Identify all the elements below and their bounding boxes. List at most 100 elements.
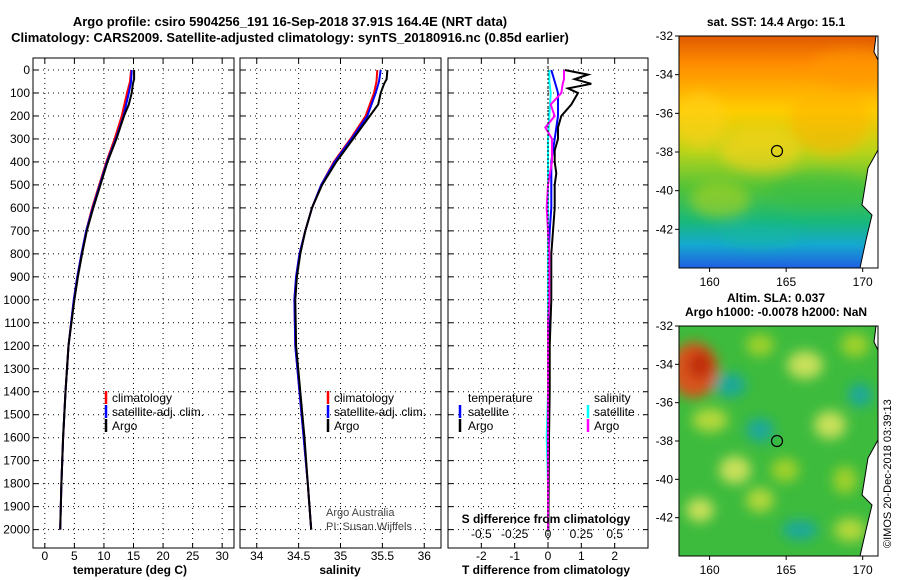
difference-legend: temperature satellite Argo salinity sate…: [458, 391, 635, 433]
temperature-legend: climatology satellite-adj. clim. Argo: [104, 391, 204, 433]
series-line-s-argo: [544, 70, 565, 530]
xtick-label: 0: [41, 549, 48, 563]
credit-org: Argo Australia: [326, 507, 395, 519]
ytick-label: 1800: [3, 477, 30, 491]
map-ytick-label: -38: [656, 434, 674, 448]
xtick-label: 15: [127, 549, 141, 563]
xtick-label: 34.5: [287, 549, 311, 563]
sla-map-subtitle: Argo h1000: -0.0078 h2000: NaN: [685, 305, 867, 319]
xtick-label: -1: [509, 549, 520, 563]
legend-title-temperature: temperature: [468, 391, 533, 405]
xtick-label: 10: [97, 549, 111, 563]
ytick-label: 1000: [3, 293, 30, 307]
map-ytick-label: -34: [656, 357, 674, 371]
map-xtick-label: 160: [700, 563, 720, 577]
map-ytick-label: -40: [656, 472, 674, 486]
map-xtick-label: 170: [853, 563, 873, 577]
sla-map-image: [679, 326, 878, 556]
legend-label-t-argo: Argo: [468, 419, 494, 433]
salinity-legend: climatology satellite-adj. clim. Argo: [326, 391, 426, 433]
imos-stamp: ©IMOS 20-Dec-2018 03:39:13: [882, 399, 894, 548]
credit-pi: PI: Susan Wijffels: [326, 521, 412, 533]
series-line-satellite-adj-clim-: [59, 69, 133, 530]
salinity-xlabel: salinity: [319, 563, 361, 577]
ytick-label: 0: [23, 63, 30, 77]
xtick-label: 36: [418, 549, 432, 563]
xtick-label: 35.5: [371, 549, 395, 563]
map-ytick-label: -38: [656, 145, 674, 159]
map-xtick-label: 170: [853, 275, 873, 289]
sst-profile-marker: [770, 144, 784, 158]
temperature-xlabel: temperature (deg C): [73, 563, 187, 577]
map-ytick-label: -32: [656, 319, 674, 333]
xtick-label: 5: [71, 549, 78, 563]
series-line-argo: [59, 70, 136, 530]
legend-label-s-satellite: satellite: [594, 405, 635, 419]
xtick-label: 34: [250, 549, 264, 563]
map-ytick-label: -40: [656, 184, 674, 198]
map-ytick-label: -42: [656, 222, 674, 236]
s-xtick-label: -0.5: [471, 527, 492, 541]
ytick-label: 300: [10, 132, 30, 146]
xtick-label: 25: [186, 549, 200, 563]
ytick-label: 900: [10, 270, 30, 284]
sst-map-image: [679, 36, 878, 268]
s-xtick-label: 0: [545, 527, 552, 541]
s-xtick-label: -0.25: [501, 527, 529, 541]
series-line-t-argo: [547, 69, 592, 530]
difference-plot: -2 -1 0 1 2 -0.5 -0.25 0 0.25 0.5: [448, 58, 648, 563]
series-line-satellite-adj-clim-: [293, 69, 382, 530]
legend-label-s-argo: Argo: [594, 419, 620, 433]
figure-title-line2: Climatology: CARS2009. Satellite-adjuste…: [11, 30, 569, 45]
t-difference-xlabel: T difference from climatology: [462, 563, 630, 577]
ytick-label: 1700: [3, 454, 30, 468]
sla-profile-marker: [770, 434, 784, 448]
sla-map-title: Altim. SLA: 0.037: [727, 291, 825, 305]
salinity-plot: 34 34.5 35 35.5 36: [240, 58, 441, 563]
legend-label-climatology: climatology: [334, 391, 394, 405]
xtick-label: 2: [611, 549, 618, 563]
xtick-label: 1: [578, 549, 585, 563]
ytick-label: 200: [10, 109, 30, 123]
ytick-label: 800: [10, 247, 30, 261]
xtick-label: 20: [156, 549, 170, 563]
legend-label-satellite: satellite-adj. clim.: [334, 405, 426, 419]
ytick-label: 1500: [3, 408, 30, 422]
temperature-plot: 0100200300400500600700800900100011001200…: [3, 58, 234, 563]
map-ytick-label: -36: [656, 106, 674, 120]
ytick-label: 500: [10, 178, 30, 192]
legend-label-argo: Argo: [112, 419, 138, 433]
xtick-label: 30: [215, 549, 229, 563]
xtick-label: 35: [334, 549, 348, 563]
ytick-label: 1300: [3, 362, 30, 376]
ytick-label: 1900: [3, 500, 30, 514]
ytick-label: 1400: [3, 385, 30, 399]
ytick-label: 1200: [3, 339, 30, 353]
legend-title-salinity: salinity: [594, 391, 631, 405]
xtick-label: 0: [545, 549, 552, 563]
ytick-label: 100: [10, 86, 30, 100]
legend-label-climatology: climatology: [112, 391, 172, 405]
s-xtick-label: 0.5: [606, 527, 623, 541]
map-xtick-label: 160: [700, 275, 720, 289]
sst-map-axes: 160 165 170 -32 -34 -36 -38 -40 -42: [656, 29, 873, 289]
ytick-label: 700: [10, 224, 30, 238]
ytick-label: 400: [10, 155, 30, 169]
map-ytick-label: -36: [656, 396, 674, 410]
ytick-label: 600: [10, 201, 30, 215]
map-ytick-label: -42: [656, 511, 674, 525]
series-line-climatology: [59, 69, 133, 530]
legend-label-satellite: satellite-adj. clim.: [112, 405, 204, 419]
s-difference-xlabel: S difference from climatology: [462, 512, 631, 526]
s-xtick-label: 0.25: [570, 527, 594, 541]
map-xtick-label: 165: [776, 275, 796, 289]
xtick-label: -2: [476, 549, 487, 563]
figure-title-line1: Argo profile: csiro 5904256_191 16-Sep-2…: [73, 14, 507, 29]
map-ytick-label: -32: [656, 29, 674, 43]
legend-label-argo: Argo: [334, 419, 360, 433]
series-line-argo: [294, 69, 389, 530]
ytick-label: 1100: [4, 316, 30, 330]
ytick-label: 1600: [3, 431, 30, 445]
map-xtick-label: 165: [776, 563, 796, 577]
